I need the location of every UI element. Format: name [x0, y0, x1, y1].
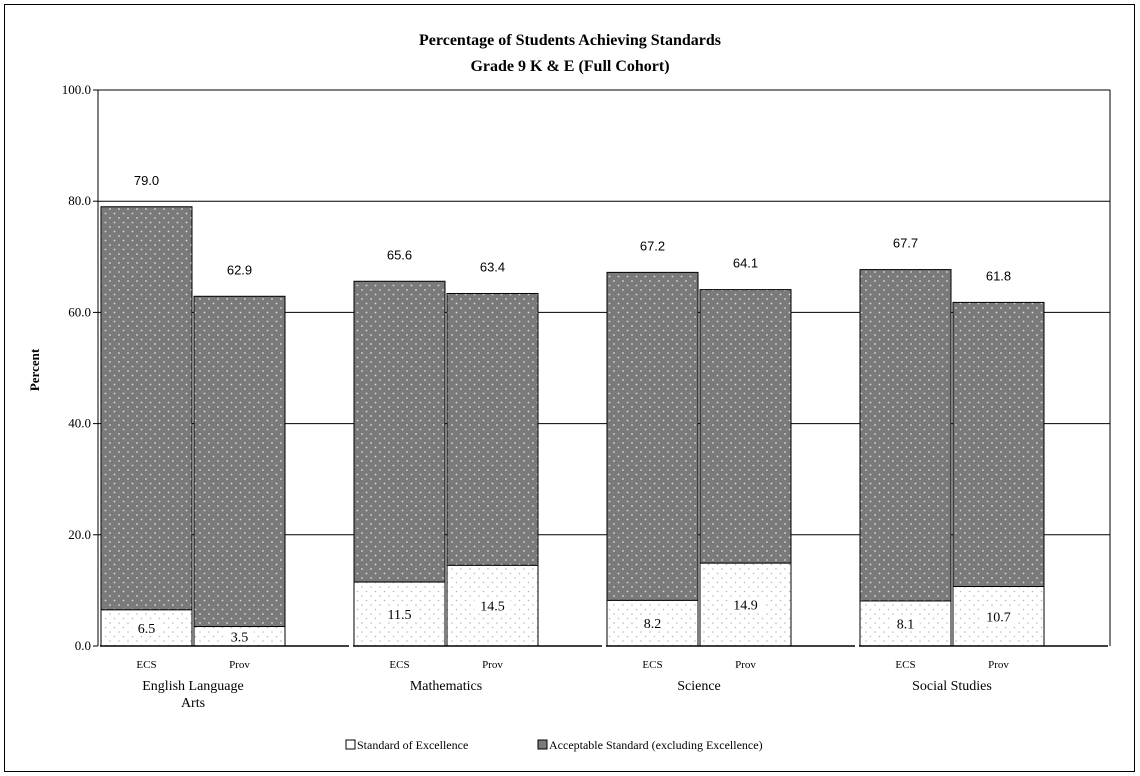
bar-acceptable [100, 206, 193, 611]
labels-layer: 79.0 6.5 62.9 3.5 65.6 11.5 63.4 14.5 67.2 8.2 64.… [132, 173, 1017, 645]
excellence-value-label: 11.5 [388, 608, 412, 623]
bar-acceptable [446, 292, 539, 566]
bar-acceptable [859, 269, 952, 602]
bar-category-label: ECS [136, 659, 156, 671]
excellence-label-bg [225, 628, 254, 645]
bar-category-label: Prov [988, 659, 1009, 671]
excellence-label-bg [474, 597, 511, 614]
total-value-label: 67.2 [640, 238, 665, 253]
y-axis-label: Percent [27, 348, 42, 391]
excellence-label-bg [132, 619, 161, 636]
legend-label-excellence: Standard of Excellence [357, 738, 468, 752]
y-tick-label: 40.0 [68, 416, 91, 431]
excellence-label-bg [727, 596, 764, 613]
bar-category-label: ECS [389, 659, 409, 671]
bar-category-label: Prov [482, 659, 503, 671]
total-value-label: 67.7 [893, 236, 918, 251]
excellence-value-label: 6.5 [138, 622, 156, 637]
excellence-label-bg [638, 615, 667, 632]
legend-swatch-acceptable [537, 739, 548, 750]
bar-acceptable [606, 271, 699, 601]
excellence-label-bg [381, 606, 418, 623]
y-tick-label: 60.0 [68, 304, 91, 319]
excellence-value-label: 14.9 [733, 599, 758, 614]
y-tick-label: 20.0 [68, 527, 91, 542]
y-tick-label: 0.0 [75, 638, 91, 653]
bar-acceptable [699, 289, 792, 564]
chart-subtitle: Grade 9 K & E (Full Cohort) [470, 58, 669, 75]
bar-acceptable [193, 295, 286, 628]
group-name-label: Arts [181, 696, 205, 711]
bar-excellence [859, 600, 952, 647]
bar-category-label: Prov [229, 659, 250, 671]
total-value-label: 64.1 [733, 256, 758, 271]
bar-acceptable [353, 280, 446, 583]
bar-category-label: Prov [735, 659, 756, 671]
total-value-label: 61.8 [986, 268, 1011, 283]
total-value-label: 65.6 [387, 247, 412, 262]
excellence-value-label: 10.7 [986, 610, 1011, 625]
group-name-label: Science [677, 679, 721, 694]
axis-layer: 0.0 20.0 40.0 60.0 80.0 100.0 ECS Prov English L… [62, 82, 1111, 711]
legend-swatch-excellence [345, 739, 356, 750]
group-name-label: English Language [142, 679, 243, 694]
excellence-label-bg [980, 608, 1017, 625]
group-name-label: Mathematics [410, 679, 482, 694]
bar-acceptable [952, 301, 1045, 588]
excellence-value-label: 3.5 [231, 630, 249, 645]
y-tick-label: 100.0 [62, 82, 91, 97]
excellence-label-bg [891, 615, 920, 632]
bar-category-label: ECS [895, 659, 915, 671]
bar-category-label: ECS [642, 659, 662, 671]
total-value-label: 63.4 [480, 259, 505, 274]
total-value-label: 62.9 [227, 262, 252, 277]
legend: Standard of Excellence Acceptable Standa… [345, 738, 763, 752]
excellence-value-label: 14.5 [480, 600, 505, 615]
legend-label-acceptable: Acceptable Standard (excluding Excellenc… [549, 738, 763, 752]
excellence-value-label: 8.2 [644, 617, 662, 632]
total-value-label: 79.0 [134, 173, 159, 188]
y-tick-label: 80.0 [68, 193, 91, 208]
excellence-value-label: 8.1 [897, 617, 915, 632]
group-name-label: Social Studies [912, 679, 992, 694]
chart-title: Percentage of Students Achieving Standar… [419, 32, 721, 49]
